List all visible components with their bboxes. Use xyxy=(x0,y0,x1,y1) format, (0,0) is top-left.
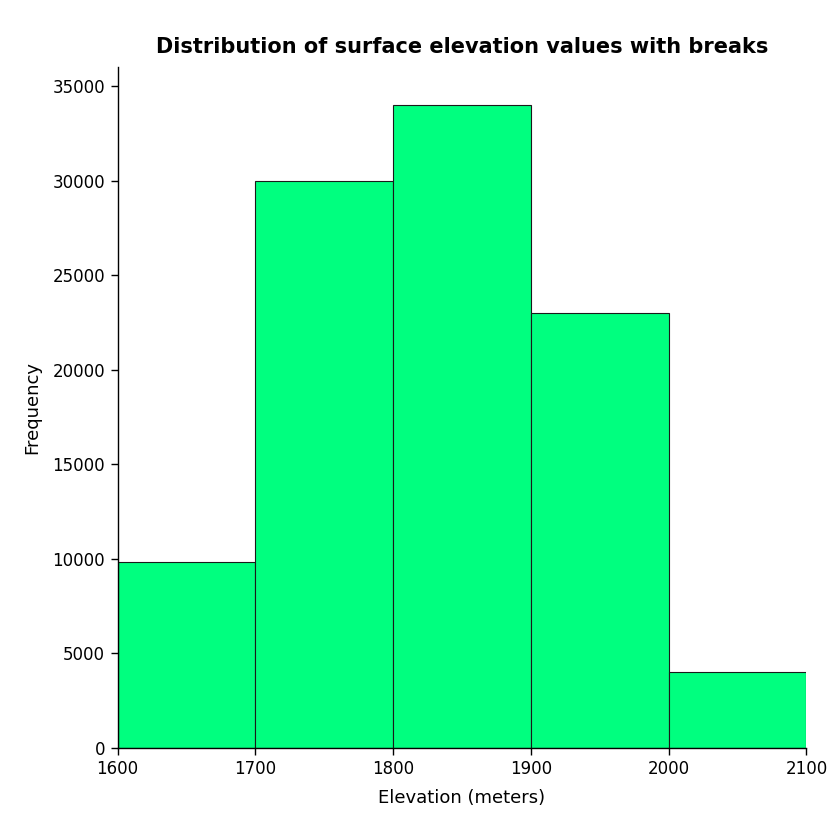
Bar xyxy=(255,181,393,748)
Bar xyxy=(669,672,806,748)
Title: Distribution of surface elevation values with breaks: Distribution of surface elevation values… xyxy=(155,37,769,57)
Bar xyxy=(118,563,255,748)
X-axis label: Elevation (meters): Elevation (meters) xyxy=(379,790,545,807)
Bar xyxy=(531,312,669,748)
Y-axis label: Frequency: Frequency xyxy=(24,361,41,454)
Bar xyxy=(393,105,531,748)
